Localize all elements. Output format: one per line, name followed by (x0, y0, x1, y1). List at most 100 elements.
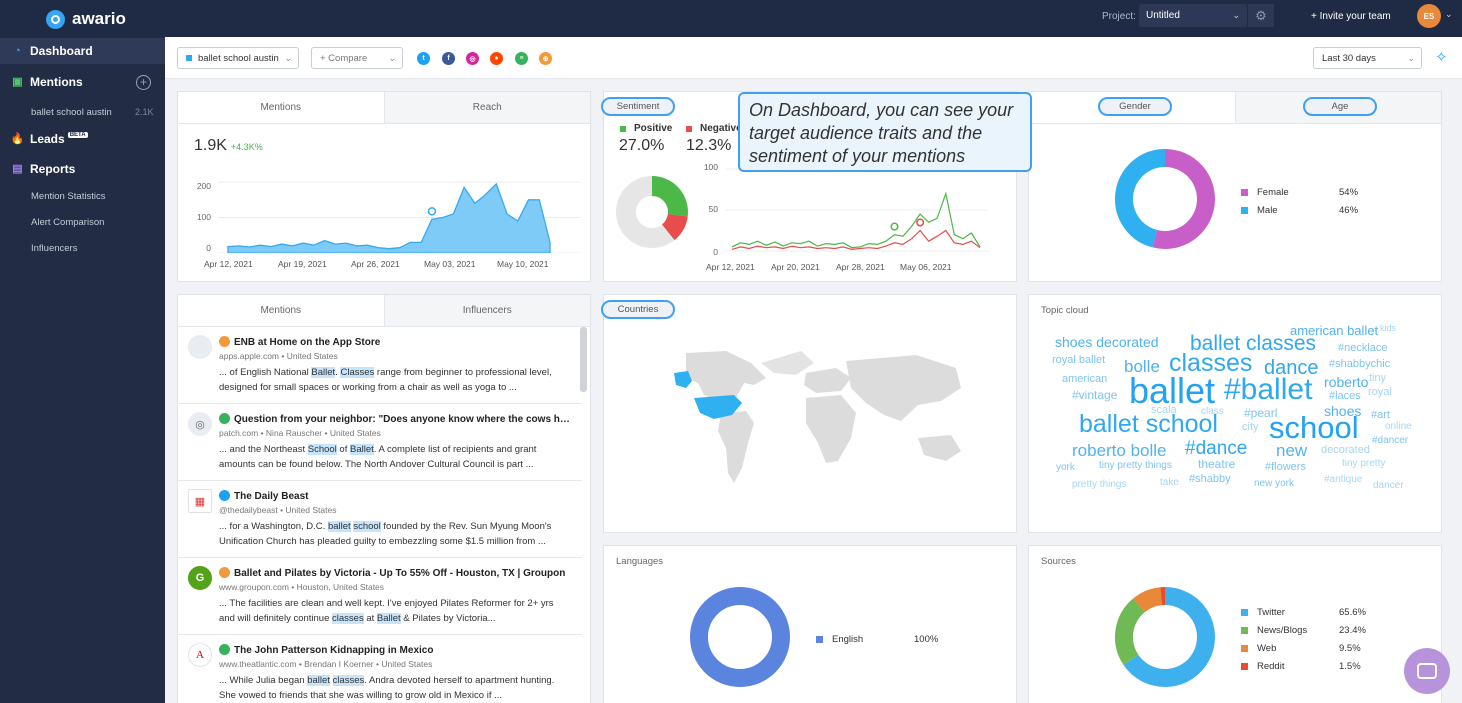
reddit-icon[interactable]: ● (490, 52, 503, 65)
topic-word[interactable]: #dance (1185, 438, 1248, 459)
topic-word[interactable]: kids (1380, 323, 1397, 333)
period-select[interactable]: Last 30 days ⌄ (1313, 47, 1422, 69)
topic-word[interactable]: #necklace (1338, 342, 1388, 354)
topic-word[interactable]: #shabbychic (1329, 358, 1391, 370)
topic-word[interactable]: new (1276, 441, 1308, 460)
topic-word[interactable]: shoes decorated (1055, 334, 1159, 350)
topic-word[interactable]: #vintage (1072, 388, 1118, 402)
topic-word[interactable]: #dancer (1372, 435, 1409, 446)
topic-word[interactable]: take (1160, 477, 1179, 488)
sidebar-item-dashboard[interactable]: ◔ Dashboard (0, 38, 165, 64)
topic-word[interactable]: classes (1169, 349, 1253, 377)
mention-title[interactable]: Question from your neighbor: "Does anyon… (219, 413, 571, 425)
topic-word[interactable]: york (1056, 462, 1075, 473)
tab-feed-mentions[interactable]: Mentions (178, 295, 384, 326)
list-item[interactable]: ▦ The Daily Beast @thedailybeast • Unite… (178, 481, 582, 558)
topic-word[interactable]: #ballet (1224, 373, 1313, 406)
sidebar-item-leads[interactable]: 🔥 Leads BETA (0, 126, 165, 152)
project-select[interactable]: Untitled ⌄ (1139, 4, 1247, 27)
mention-title[interactable]: ENB at Home on the App Store (219, 336, 571, 348)
topic-word[interactable]: class (1201, 406, 1224, 417)
topic-word[interactable]: tiny pretty (1342, 458, 1386, 469)
event-marker[interactable] (427, 207, 437, 216)
sidebar-alert-item[interactable]: ballet school austin (31, 107, 112, 118)
topic-word[interactable]: online (1385, 421, 1412, 432)
topic-word[interactable]: city (1242, 421, 1259, 433)
topic-word[interactable]: #flowers (1265, 461, 1306, 473)
list-item[interactable]: G Ballet and Pilates by Victoria - Up To… (178, 558, 582, 635)
compare-select[interactable]: + Compare ⌄ (311, 47, 403, 69)
topic-word[interactable]: roberto (1324, 374, 1369, 390)
topic-word[interactable]: tiny (1369, 372, 1387, 384)
gender-donut-chart[interactable] (1114, 148, 1216, 250)
topic-word[interactable]: dancer (1373, 480, 1404, 491)
topic-word[interactable]: #pearl (1244, 406, 1278, 420)
mention-title[interactable]: Ballet and Pilates by Victoria - Up To 5… (219, 567, 571, 579)
topic-word[interactable]: ballet school (1079, 410, 1218, 438)
awario-logo[interactable]: awario (46, 9, 126, 29)
invite-team-link[interactable]: + Invite your team (1311, 11, 1391, 22)
chat-button[interactable] (1404, 648, 1450, 694)
mention-title[interactable]: The Daily Beast (219, 490, 571, 502)
news-icon[interactable]: ≡ (515, 52, 528, 65)
project-settings-button[interactable]: ⚙ (1248, 4, 1274, 27)
topic-word[interactable]: #shabby (1189, 473, 1231, 485)
topic-word[interactable]: pretty things (1072, 479, 1127, 490)
languages-donut-chart[interactable] (689, 586, 791, 688)
topic-word[interactable]: shoes (1324, 403, 1362, 419)
event-marker[interactable] (890, 222, 899, 231)
tab-feed-influencers[interactable]: Influencers (383, 295, 590, 326)
sidebar-report-mention-statistics[interactable]: Mention Statistics (31, 191, 106, 202)
sentiment-donut-chart[interactable] (615, 175, 689, 249)
tab-age[interactable]: Age (1303, 97, 1377, 116)
sidebar-report-influencers[interactable]: Influencers (31, 243, 78, 254)
topic-word[interactable]: royal ballet (1052, 354, 1106, 366)
sidebar-item-reports[interactable]: ▤ Reports (0, 156, 165, 182)
sources-title: Sources (1041, 556, 1076, 567)
topic-word[interactable]: theatre (1198, 457, 1236, 471)
topic-word[interactable]: bolle (1124, 357, 1160, 376)
sentiment-line-chart[interactable] (726, 166, 988, 254)
mentions-area-chart[interactable] (218, 175, 580, 253)
sources-donut-chart[interactable] (1114, 586, 1216, 688)
mention-title[interactable]: The John Patterson Kidnapping in Mexico (219, 644, 571, 656)
tab-sentiment[interactable]: Sentiment (601, 97, 675, 116)
user-avatar[interactable]: ES (1417, 4, 1441, 28)
topic-word[interactable]: tiny pretty things (1099, 460, 1172, 471)
topic-word[interactable]: #art (1371, 409, 1390, 421)
topic-word[interactable]: american ballet (1290, 323, 1379, 338)
tab-reach[interactable]: Reach (383, 92, 590, 123)
topic-word[interactable]: ballet (1129, 370, 1216, 411)
event-marker[interactable] (916, 218, 925, 227)
web-icon[interactable]: ⊕ (539, 52, 552, 65)
world-map[interactable] (656, 343, 976, 513)
alert-select[interactable]: ballet school austin ⌄ (177, 47, 299, 69)
topic-word[interactable]: scala (1151, 404, 1177, 416)
topic-word[interactable]: dance (1264, 357, 1319, 379)
tab-mentions[interactable]: Mentions (178, 92, 384, 123)
topic-word[interactable]: ballet classes (1190, 332, 1317, 355)
tab-gender[interactable]: Gender (1098, 97, 1172, 116)
topic-word[interactable]: royal (1368, 386, 1392, 398)
chevron-down-icon[interactable]: ⌄ (1445, 9, 1453, 19)
instagram-icon[interactable]: ◎ (466, 52, 479, 65)
sidebar-report-alert-comparison[interactable]: Alert Comparison (31, 217, 105, 228)
sparkle-icon[interactable]: ✧ (1435, 49, 1448, 66)
topic-word[interactable]: roberto bolle (1072, 441, 1167, 460)
topic-word[interactable]: #laces (1329, 390, 1361, 402)
feed-scrollbar[interactable] (580, 327, 587, 392)
list-item[interactable]: ENB at Home on the App Store apps.apple.… (178, 327, 582, 404)
add-alert-button[interactable]: + (136, 75, 151, 90)
topic-word[interactable]: new york (1254, 478, 1295, 489)
facebook-icon[interactable]: f (442, 52, 455, 65)
tab-countries[interactable]: Countries (601, 300, 675, 319)
mentions-total-value: 1.9K (194, 137, 227, 154)
topic-word[interactable]: decorated (1321, 444, 1370, 456)
topic-word[interactable]: #antique (1324, 474, 1363, 485)
topic-word[interactable]: american (1062, 373, 1108, 385)
sidebar-item-mentions[interactable]: ▣ Mentions + (0, 69, 165, 95)
list-item[interactable]: ◎ Question from your neighbor: "Does any… (178, 404, 582, 481)
twitter-icon[interactable]: t (417, 52, 430, 65)
list-item[interactable]: A The John Patterson Kidnapping in Mexic… (178, 635, 582, 703)
topic-word[interactable]: school (1269, 410, 1359, 445)
